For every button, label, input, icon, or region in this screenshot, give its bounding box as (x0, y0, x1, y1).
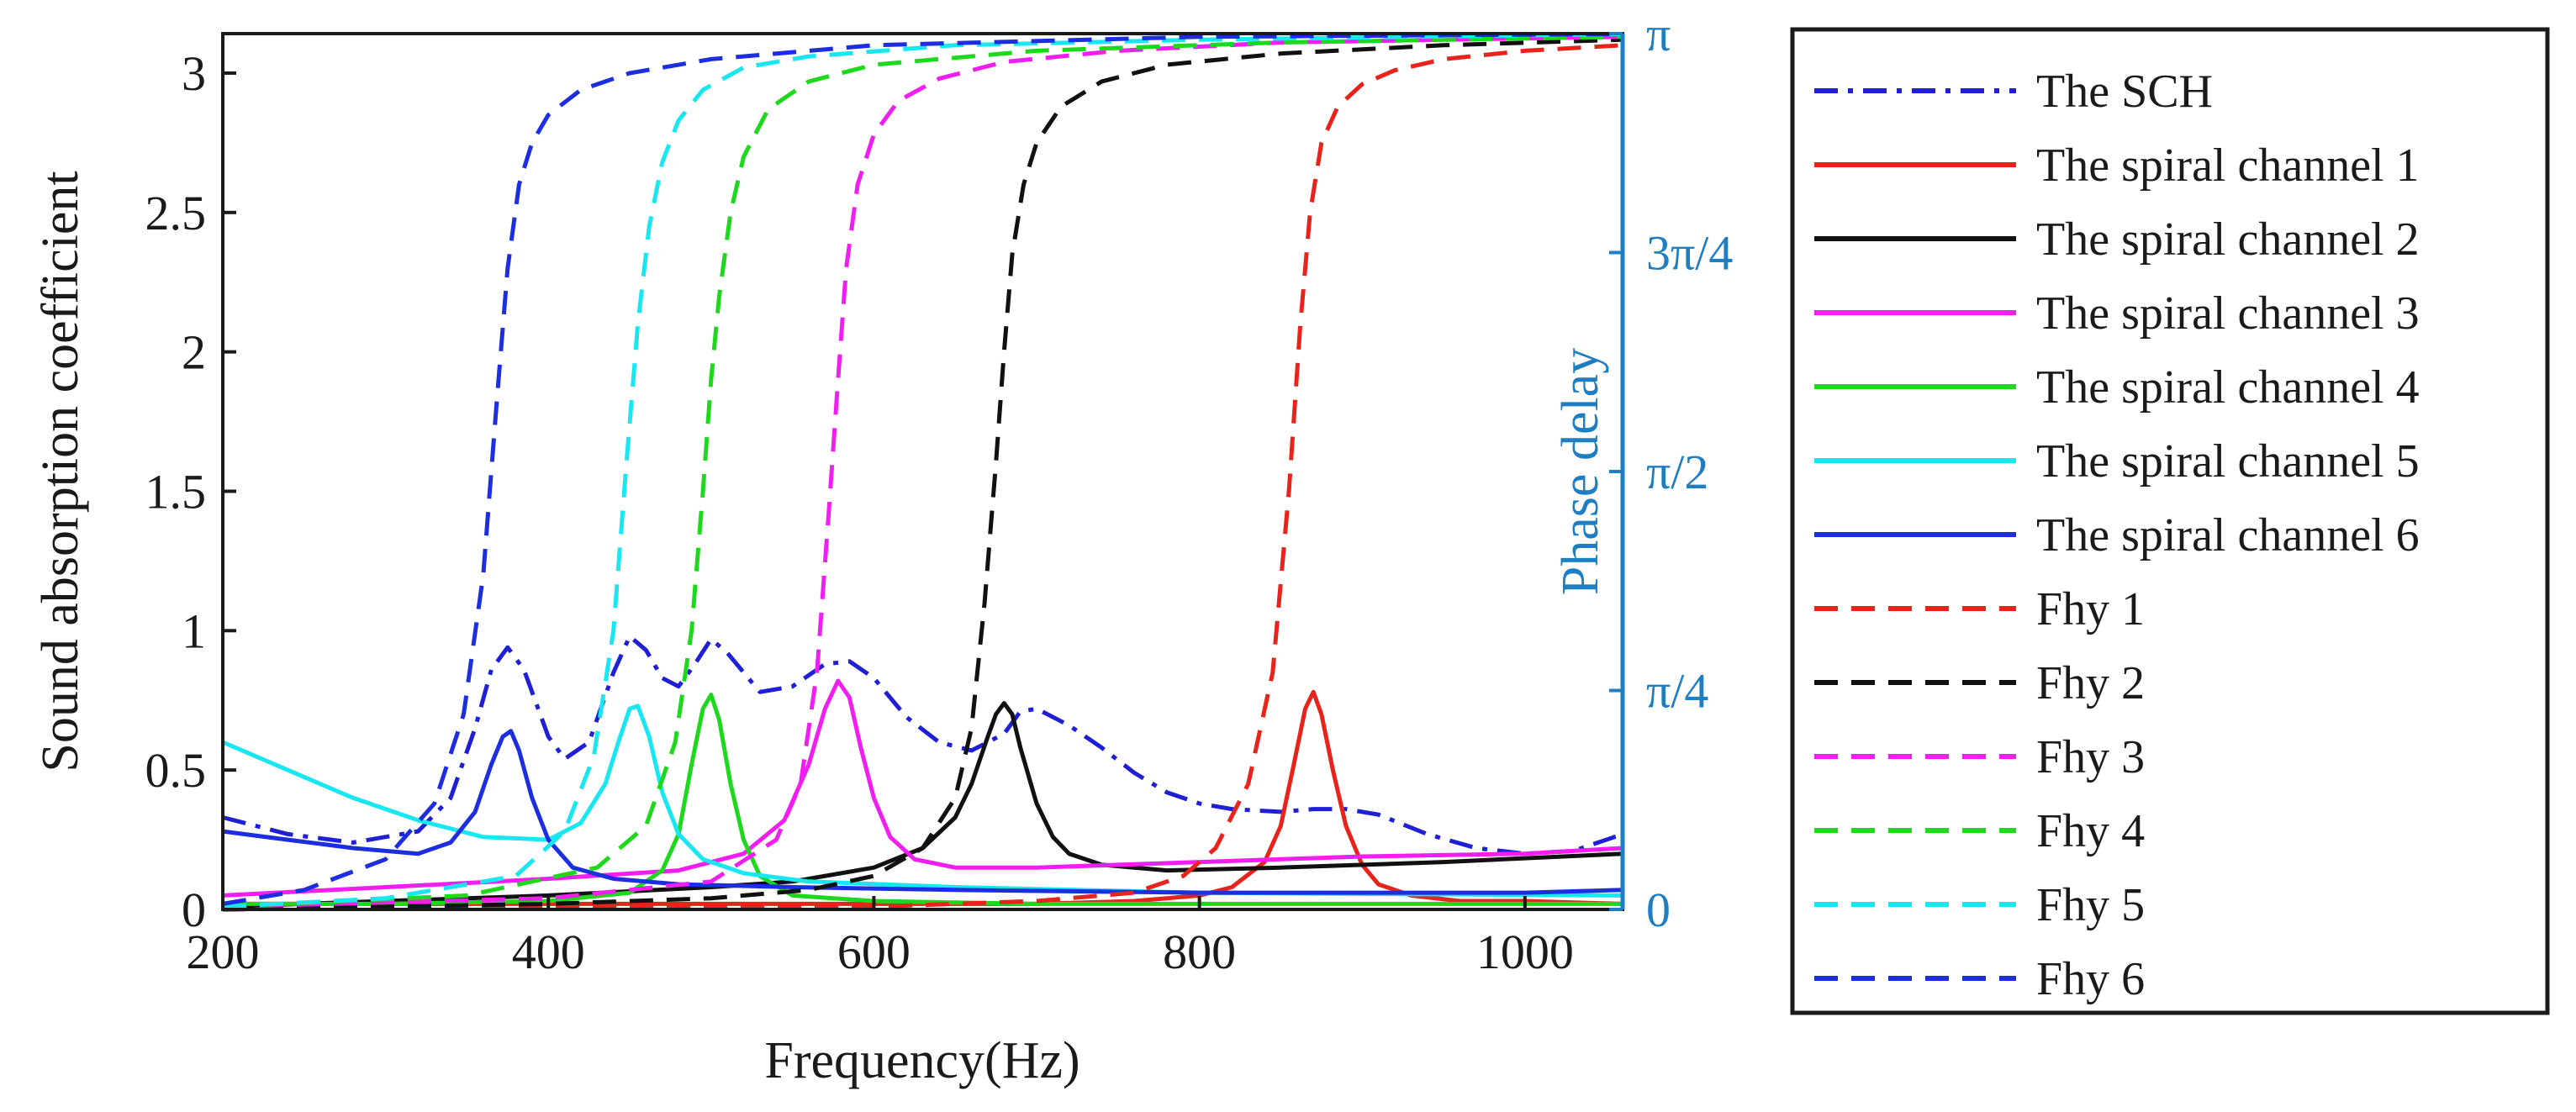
series-line-1 (222, 634, 1623, 856)
series-line-5 (223, 693, 1623, 906)
y2-tick-label: 3π/4 (1646, 225, 1733, 280)
legend-label-8: Fhy 1 (2036, 583, 2145, 635)
series-line-10 (222, 34, 1623, 909)
y2-tick-label: π/2 (1646, 445, 1708, 499)
series-line-2 (223, 689, 1623, 906)
legend-label-6: The spiral channel 5 (2036, 435, 2420, 487)
legend-label-5: The spiral channel 4 (2036, 361, 2420, 414)
legend: The SCH The spiral channel 1 The spiral ch… (1790, 27, 2550, 1015)
curves-layer (222, 32, 1623, 912)
y-tick-label: 0 (182, 883, 206, 937)
x-axis-label: Frequency(Hz) (764, 1032, 1079, 1089)
y-tick-label: 0.5 (145, 743, 207, 798)
y-tick-label: 2.5 (145, 186, 207, 240)
series-line-8 (222, 43, 1623, 912)
legend-label-7: The spiral channel 6 (2036, 509, 2420, 561)
x-tick-label: 1000 (1476, 925, 1574, 979)
y-axis-label: Sound absorption coefficient (32, 171, 89, 772)
x-tick-label: 600 (837, 925, 911, 979)
legend-label-13: Fhy 6 (2036, 953, 2145, 1005)
legend-label-11: Fhy 4 (2036, 805, 2145, 857)
legend-label-4: The spiral channel 3 (2036, 287, 2420, 340)
y-tick-label: 2 (182, 325, 206, 380)
series-line-13 (222, 32, 1623, 906)
plot-background (223, 34, 1623, 909)
series-line-12 (222, 32, 1623, 909)
y2-axis-label: Phase delay (1552, 348, 1609, 595)
series-line-9 (222, 37, 1623, 912)
y-tick-label: 1 (182, 603, 206, 658)
series-line-4 (222, 678, 1623, 898)
legend-label-3: The spiral channel 2 (2036, 213, 2420, 266)
y2-tick-label: π/4 (1646, 663, 1708, 718)
y-tick-label: 1.5 (145, 464, 207, 519)
series-line-6 (222, 704, 1623, 898)
x-tick-label: 200 (187, 925, 260, 979)
series-line-11 (222, 34, 1623, 909)
legend-box (1790, 27, 2550, 1015)
legend-label-1: The SCH (2036, 66, 2213, 118)
y2-tick-label: 0 (1646, 883, 1671, 937)
y-axis-left: 0 0.5 1 1.5 2 2.5 3 (145, 46, 236, 937)
x-tick-label: 400 (512, 925, 585, 979)
legend-label-12: Fhy 5 (2036, 879, 2145, 931)
x-tick-label: 800 (1163, 925, 1236, 979)
legend-label-10: Fhy 3 (2036, 731, 2145, 783)
y-tick-label: 3 (182, 46, 206, 101)
y2-tick-label: π (1646, 7, 1671, 61)
legend-label-2: The spiral channel 1 (2036, 140, 2420, 192)
legend-label-9: Fhy 2 (2036, 657, 2145, 709)
y-axis-right: 0 π/4 π/2 3π/4 π (1609, 7, 1733, 937)
x-axis: 200 400 600 800 1000 (187, 896, 1574, 979)
series-line-7 (222, 729, 1623, 895)
